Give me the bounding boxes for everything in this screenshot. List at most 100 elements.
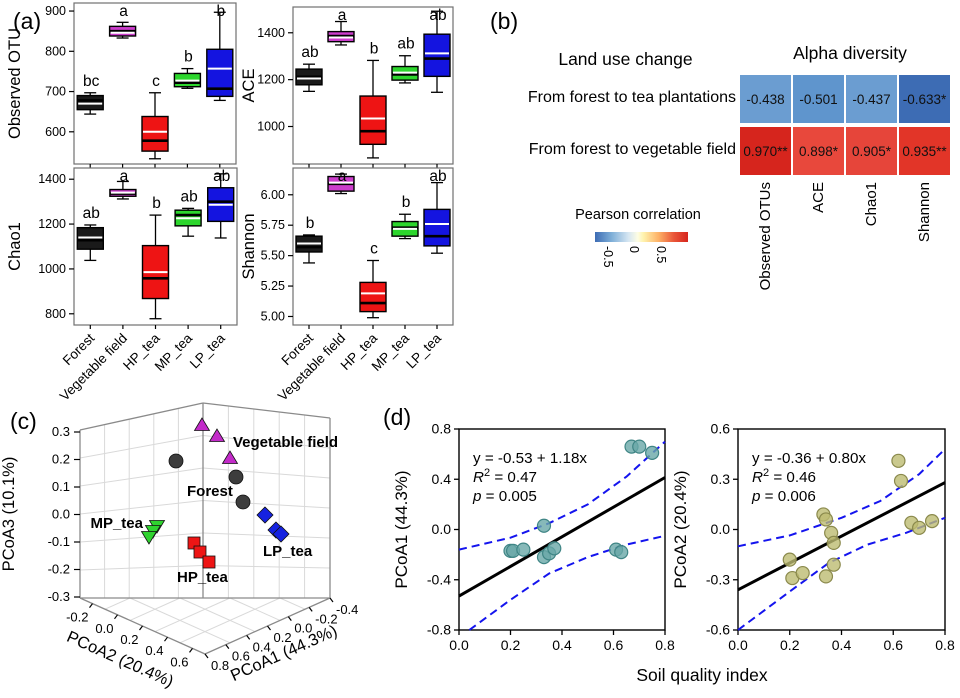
x-tick: [225, 644, 230, 650]
sig-letter: c: [152, 73, 160, 90]
group-label-vegetable-field: Vegetable field: [233, 434, 338, 451]
heatmap-row-label-2: From forest to vegetable field: [528, 141, 736, 158]
y-tick-label: 0.0: [432, 521, 452, 537]
sig-letter: b: [216, 3, 225, 20]
y-tick-label: -0.3: [706, 571, 730, 587]
x-tick-label: -0.4: [336, 602, 358, 617]
z-tick-label: 0.1: [52, 479, 70, 494]
y-tick-label: -0.6: [706, 622, 730, 638]
pcoa3-axis-label: PCoA3 (10.1%): [0, 457, 18, 572]
sig-letter: ab: [180, 188, 197, 205]
box-lp_tea: [423, 208, 451, 247]
r-squared-label: R2 = 0.46: [752, 467, 816, 486]
grid-line: [202, 467, 331, 479]
x-tick: [308, 606, 313, 612]
sig-letter: ab: [213, 168, 230, 185]
point-vegetable-field: [193, 417, 211, 431]
y-tick-label: 5.75: [261, 218, 285, 232]
sig-letter: bc: [83, 73, 100, 90]
p-value-label: p = 0.006: [751, 488, 816, 505]
heatmap-cell: -0.438: [740, 75, 791, 123]
point-hp_tea: [202, 555, 216, 569]
y-tick: [189, 648, 193, 653]
observed-otu-ylabel: Observed OTU: [6, 28, 24, 139]
point-vegetable-field: [221, 450, 239, 464]
shannon-ylabel: Shannon: [240, 213, 258, 279]
heatmap-row-label-1: From forest to tea plantations: [527, 89, 736, 106]
panel-c-label: (c): [10, 408, 37, 434]
p-value-label: p = 0.005: [472, 488, 537, 505]
data-point: [795, 565, 810, 581]
point-forest: [168, 453, 184, 469]
chart-element: 2: [484, 467, 490, 479]
data-point: [782, 552, 797, 567]
grid-line: [179, 597, 281, 644]
y-tick-label: 5.00: [261, 309, 285, 323]
sig-letter: a: [338, 7, 347, 24]
y-tick: [89, 603, 93, 608]
heatmap-col-label: Shannon: [915, 182, 933, 243]
data-point: [818, 512, 834, 527]
x-tick-label: 0.4: [832, 637, 852, 653]
y-tick-label: -0.4: [427, 571, 451, 587]
y-tick-label: 6.00: [261, 188, 285, 202]
y-tick-label: 600: [45, 125, 66, 139]
heatmap-cell: -0.633*: [899, 75, 950, 123]
panel-a-label: (a): [13, 8, 42, 34]
axis-edge: [202, 402, 331, 419]
grid-line: [202, 565, 331, 569]
data-point: [645, 445, 660, 460]
heatmap-col-label: Chao1: [862, 182, 880, 227]
grid-line: [154, 597, 231, 633]
axis-edge: [79, 402, 204, 431]
heatmap-col-label: ACE: [809, 182, 827, 213]
data-point: [547, 541, 562, 556]
y-tick-label: 5.50: [261, 249, 285, 263]
data-point: [632, 439, 647, 454]
heatmap-cell: 0.905*: [846, 127, 897, 175]
ace-ylabel: ACE: [240, 69, 258, 103]
data-point: [826, 535, 841, 550]
grid-line: [202, 500, 331, 509]
ci-upper: [458, 440, 666, 551]
point-hp_tea: [193, 545, 207, 559]
y-tick-label: 0.6: [170, 654, 188, 669]
regression-line: [737, 481, 946, 592]
grid-line: [129, 597, 181, 621]
colorbar-tick-label: 0.5: [654, 246, 669, 264]
x-tick: [287, 616, 292, 622]
y-tick-label: 0.3: [711, 471, 731, 487]
sig-letter: a: [119, 3, 128, 20]
correlation-heatmap-panel: Land use change Alpha diversity From for…: [527, 43, 950, 291]
grid-line: [79, 500, 204, 515]
y-tick-label: 0.6: [711, 421, 731, 437]
y-tick-label: 0.0: [95, 621, 113, 636]
heatmap-cell: -0.501: [793, 75, 844, 123]
pearson-colorbar: [595, 232, 688, 242]
group-label-hp_tea: HP_tea: [177, 569, 229, 586]
heatmap-cell: 0.935**: [899, 127, 950, 175]
y-tick-label: 1400: [257, 26, 285, 40]
grid-line: [79, 532, 204, 543]
box-hp_tea: [359, 281, 387, 313]
box-hp_tea: [141, 115, 169, 152]
box-forest: [76, 94, 104, 111]
point-mp_tea: [140, 531, 158, 545]
heatmap-col-label: Observed OTUs: [756, 182, 774, 291]
x-tick-label: 0.0: [294, 621, 312, 636]
chao1-ylabel: Chao1: [6, 222, 24, 271]
x-tick-label: 0.2: [501, 637, 521, 653]
sig-letter: b: [306, 215, 315, 232]
sig-letter: b: [184, 49, 193, 66]
chart-element: R: [752, 469, 763, 486]
heatmap-cell: 0.898*: [793, 127, 844, 175]
x-tick-label: 0.0: [449, 637, 469, 653]
colorbar-tick-label: -0.5: [601, 246, 616, 268]
chart-element: = 0.47: [490, 469, 537, 486]
sig-letter: c: [370, 240, 378, 257]
grid-line: [79, 467, 204, 487]
z-tick-label: -0.1: [48, 534, 70, 549]
panel-d-label: (d): [383, 404, 412, 430]
colorbar-title: Pearson correlation: [575, 207, 701, 223]
